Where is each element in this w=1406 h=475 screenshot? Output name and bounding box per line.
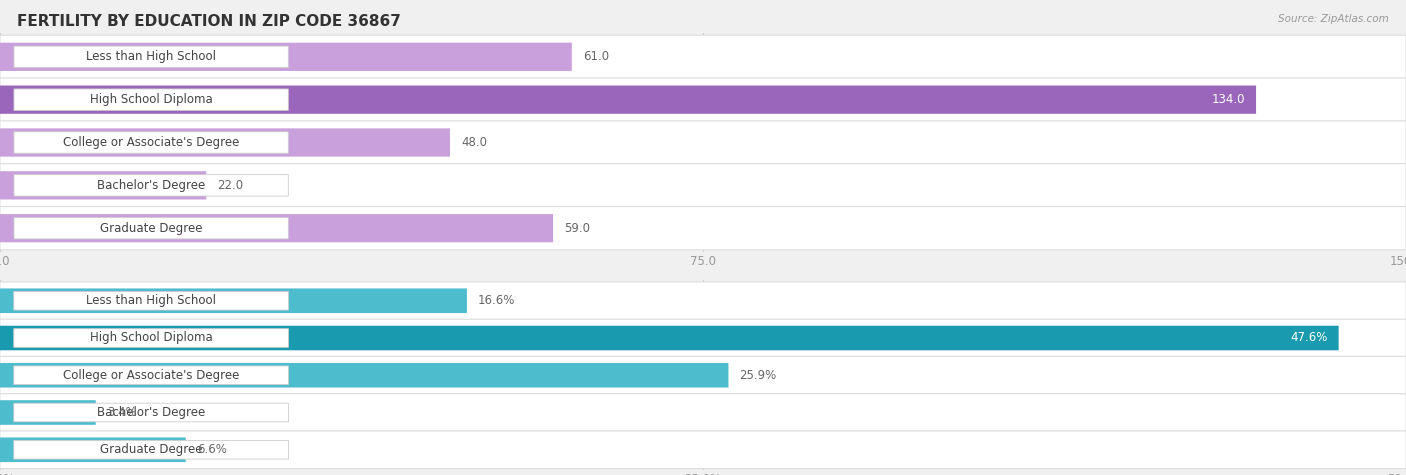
Text: 25.9%: 25.9% [740,369,776,382]
Text: Graduate Degree: Graduate Degree [100,222,202,235]
FancyBboxPatch shape [0,78,1406,121]
FancyBboxPatch shape [0,171,207,200]
FancyBboxPatch shape [0,86,1256,114]
FancyBboxPatch shape [14,292,288,310]
FancyBboxPatch shape [0,164,1406,207]
Text: FERTILITY BY EDUCATION IN ZIP CODE 36867: FERTILITY BY EDUCATION IN ZIP CODE 36867 [17,14,401,29]
Text: Source: ZipAtlas.com: Source: ZipAtlas.com [1278,14,1389,24]
Text: 59.0: 59.0 [564,222,591,235]
FancyBboxPatch shape [0,437,186,462]
FancyBboxPatch shape [0,394,1406,431]
Text: Less than High School: Less than High School [86,294,217,307]
Text: 61.0: 61.0 [583,50,609,63]
FancyBboxPatch shape [14,218,288,239]
FancyBboxPatch shape [0,326,1339,350]
FancyBboxPatch shape [0,400,96,425]
Text: Bachelor's Degree: Bachelor's Degree [97,406,205,419]
FancyBboxPatch shape [0,356,1406,394]
FancyBboxPatch shape [0,319,1406,357]
FancyBboxPatch shape [0,282,1406,320]
Text: Less than High School: Less than High School [86,50,217,63]
FancyBboxPatch shape [14,46,288,67]
Text: 16.6%: 16.6% [478,294,516,307]
FancyBboxPatch shape [14,403,288,422]
Text: Bachelor's Degree: Bachelor's Degree [97,179,205,192]
Text: High School Diploma: High School Diploma [90,332,212,344]
Text: 47.6%: 47.6% [1289,332,1327,344]
Text: 3.4%: 3.4% [107,406,136,419]
FancyBboxPatch shape [14,440,288,459]
FancyBboxPatch shape [14,366,288,385]
Text: 22.0: 22.0 [218,179,243,192]
FancyBboxPatch shape [0,43,572,71]
FancyBboxPatch shape [14,329,288,347]
Text: College or Associate's Degree: College or Associate's Degree [63,369,239,382]
Text: 48.0: 48.0 [461,136,486,149]
FancyBboxPatch shape [0,431,1406,468]
Text: High School Diploma: High School Diploma [90,93,212,106]
Text: College or Associate's Degree: College or Associate's Degree [63,136,239,149]
FancyBboxPatch shape [0,35,1406,78]
FancyBboxPatch shape [0,128,450,157]
FancyBboxPatch shape [0,214,553,242]
Text: Graduate Degree: Graduate Degree [100,443,202,456]
FancyBboxPatch shape [14,89,288,110]
FancyBboxPatch shape [0,288,467,313]
FancyBboxPatch shape [0,207,1406,250]
Text: 134.0: 134.0 [1212,93,1244,106]
FancyBboxPatch shape [0,121,1406,164]
Text: 6.6%: 6.6% [197,443,226,456]
FancyBboxPatch shape [0,363,728,388]
FancyBboxPatch shape [14,132,288,153]
FancyBboxPatch shape [14,175,288,196]
